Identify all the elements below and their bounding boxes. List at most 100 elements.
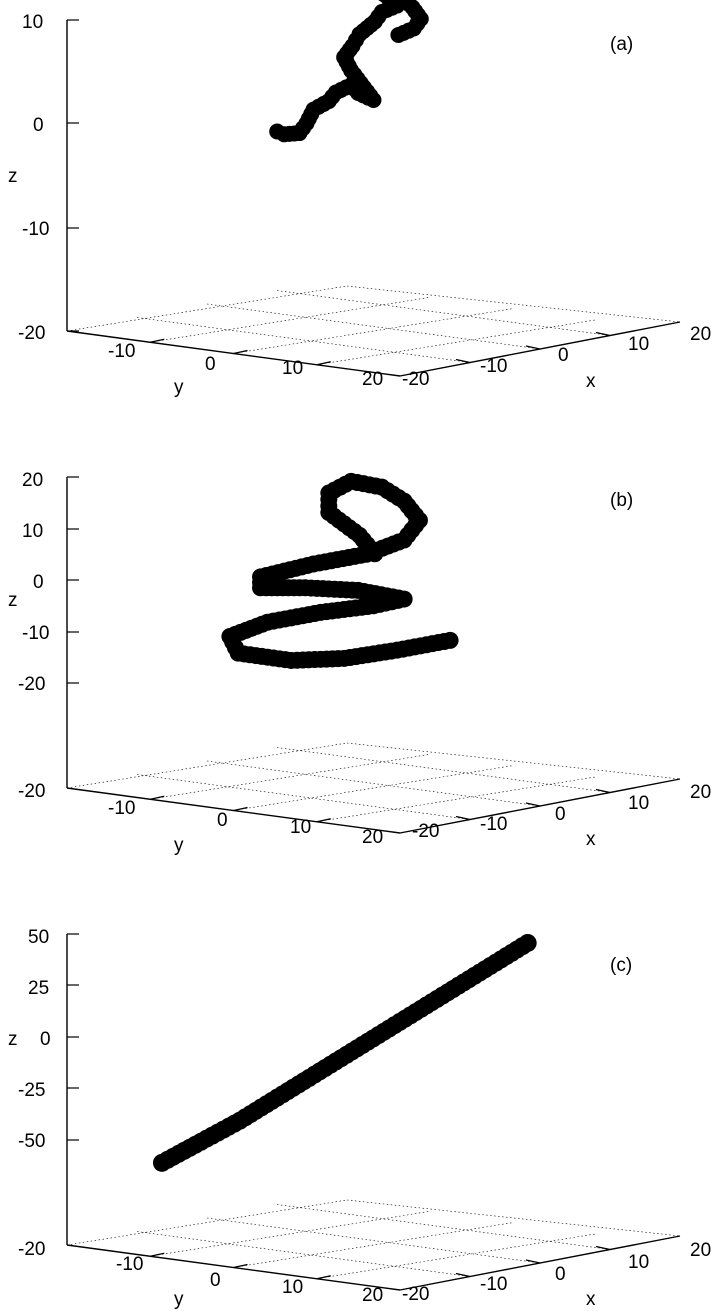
x-tick-label: -10 [480, 1274, 507, 1295]
grid-line [233, 1222, 514, 1268]
y-tick-label: 10 [282, 358, 303, 379]
z-tick-label: 0 [33, 572, 44, 593]
y-tick-label: 0 [205, 354, 216, 375]
z-tick-label: 0 [40, 1029, 51, 1050]
z-tick-label: -25 [18, 1080, 45, 1101]
y-tick-mark [233, 349, 248, 355]
x-tick-label: 10 [628, 1252, 649, 1273]
grid-line [206, 760, 541, 807]
y-tick-label: -10 [108, 341, 135, 362]
bead-chain [152, 933, 537, 1172]
y-tick-mark [316, 818, 331, 823]
z-tick-label: 50 [28, 927, 49, 948]
x-tick-label: 0 [558, 345, 569, 366]
x-tick-label: 20 [690, 1240, 711, 1261]
y-tick-mark [150, 795, 165, 800]
x-tick-label: 10 [628, 793, 649, 814]
x-tick-mark [595, 1245, 611, 1251]
x-tick-label: -20 [412, 821, 439, 842]
panel-c: (c) 50 25 z 0 -25 -50 -20 -10 0 10 20 y … [8, 927, 711, 1310]
z-axis-label: z [8, 590, 18, 611]
z-tick-label: -20 [18, 674, 45, 695]
y-tick-label: 20 [362, 1285, 383, 1306]
grid-line [206, 303, 541, 350]
y-tick-label: 10 [282, 1277, 303, 1298]
panel-label: (b) [610, 490, 633, 511]
y-axis-label: y [174, 377, 184, 398]
grid-line [66, 742, 348, 789]
x-tick-label: 0 [555, 1264, 566, 1285]
grid-line [150, 1210, 431, 1257]
grid-line [150, 753, 431, 800]
z-tick-label: 20 [22, 470, 43, 491]
grid-line [136, 317, 471, 363]
y-tick-mark [316, 1275, 331, 1280]
z-tick-label: 0 [33, 115, 44, 136]
x-axis-label: x [586, 371, 596, 392]
data-point [390, 26, 407, 43]
grid-line [233, 765, 514, 811]
bead-chain [221, 472, 459, 669]
x-tick-mark [455, 1272, 471, 1278]
x-tick-mark [525, 1259, 541, 1264]
x-tick-mark [525, 345, 541, 350]
y-tick-label: 20 [362, 369, 383, 390]
grid-line [316, 1233, 597, 1280]
z-tick-label: 25 [28, 978, 49, 999]
y-axis-label: y [174, 835, 184, 856]
x-tick-label: -20 [402, 1284, 429, 1305]
grid-line [136, 774, 471, 820]
grid-line [316, 319, 597, 366]
z-tick-label: 10 [22, 12, 43, 33]
x-tick-label: 10 [628, 334, 649, 355]
grid-line [233, 308, 514, 354]
grid-line [276, 1204, 611, 1250]
y-tick-mark [233, 1263, 248, 1269]
y-tick-label: 0 [210, 1270, 221, 1291]
z-axis-label: z [8, 166, 18, 187]
grid-line [206, 1217, 541, 1264]
bead-chain [269, 0, 429, 143]
grid-line [346, 285, 681, 323]
x-tick-label: 20 [690, 782, 711, 803]
z-tick-label: -10 [22, 219, 49, 240]
panel-b: (b) 20 10 z 0 -10 -20 -20 -10 0 10 20 y … [8, 470, 711, 856]
grid-line [136, 1231, 471, 1277]
grid-line [150, 296, 431, 343]
x-tick-label: -10 [480, 356, 507, 377]
y-tick-mark [150, 338, 165, 343]
y-tick-mark [150, 1252, 165, 1257]
x-tick-mark [595, 788, 611, 794]
z-tick-label: -20 [18, 1239, 45, 1260]
x-axis-label: x [586, 1289, 596, 1310]
grid-line [276, 747, 611, 793]
y-axis-label: y [174, 1289, 184, 1310]
y-tick-mark [233, 806, 248, 812]
x-axis-label: x [586, 829, 596, 850]
x-tick-mark [455, 815, 471, 821]
z-axis-label: z [8, 1029, 18, 1050]
z-tick-label: 10 [22, 521, 43, 542]
panel-label: (c) [610, 955, 632, 976]
z-tick-label: -50 [18, 1131, 45, 1152]
grid-line [316, 776, 597, 823]
x-tick-mark [455, 358, 471, 364]
grid-line [346, 742, 681, 780]
x-tick-label: -20 [402, 369, 429, 390]
x-tick-mark [525, 802, 541, 807]
z-tick-label: -20 [18, 781, 45, 802]
grid-line [66, 285, 348, 332]
z-tick-label: -20 [18, 323, 45, 344]
data-point [518, 933, 537, 952]
y-tick-label: 0 [217, 810, 228, 831]
y-tick-label: -10 [108, 798, 135, 819]
y-tick-label: -10 [116, 1254, 143, 1275]
x-tick-label: 20 [690, 324, 711, 345]
y-tick-mark [316, 361, 331, 366]
panel-label: (a) [610, 34, 633, 55]
x-tick-label: 0 [555, 804, 566, 825]
grid-line [66, 1199, 348, 1246]
grid-line [346, 1199, 681, 1237]
y-tick-label: 20 [362, 827, 383, 848]
